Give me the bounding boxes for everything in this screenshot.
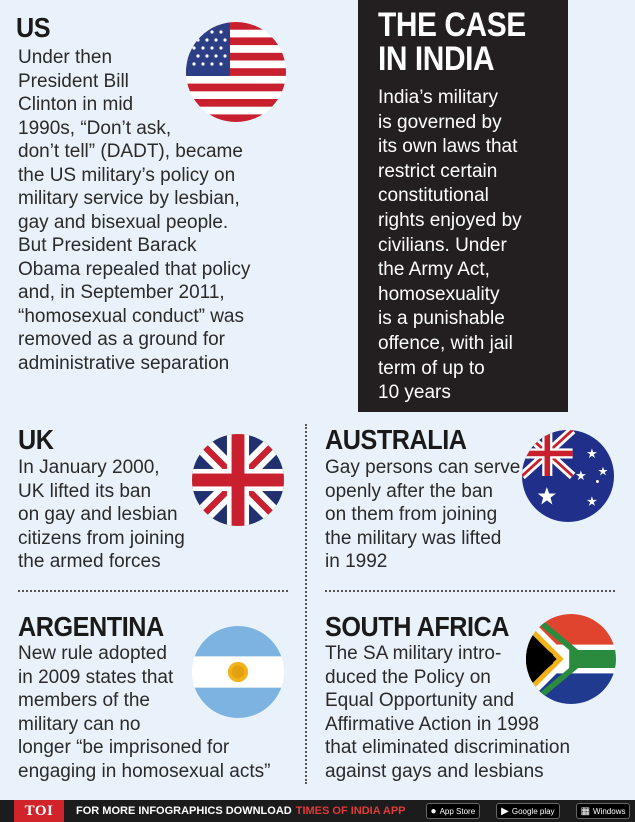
india-title-line: IN INDIA	[378, 40, 495, 78]
india-line: civilians. Under	[378, 234, 507, 256]
australia-line: in 1992	[325, 551, 388, 572]
us-line: President Bill	[18, 70, 129, 92]
argentina-line: military can no	[18, 713, 141, 735]
windows-phone-badge[interactable]: ▦ Windows	[575, 803, 631, 819]
google-play-label: Google play	[511, 806, 555, 816]
south-africa-flag-icon	[526, 614, 616, 704]
apple-icon: ●	[430, 805, 437, 817]
us-flag-icon	[186, 22, 286, 122]
argentina-line: in 2009 states that	[18, 666, 174, 688]
argentina-flag-icon	[192, 626, 284, 718]
india-line: is a punishable	[378, 308, 505, 330]
us-line: military service by lesbian,	[18, 188, 240, 209]
uk-flag-icon	[192, 434, 284, 526]
us-line: administrative separation	[18, 352, 230, 374]
india-title-line: THE CASE	[378, 6, 526, 44]
india-line: India’s military	[378, 87, 499, 108]
india-line: its own laws that	[378, 136, 518, 158]
argentina-text: New rule adopted in 2009 states that mem…	[18, 642, 298, 783]
argentina-line: engaging in homosexual acts”	[18, 760, 271, 782]
south-africa-line: duced the Policy on	[325, 666, 491, 688]
us-line: removed as a ground for	[18, 329, 226, 350]
argentina-line: New rule adopted	[18, 643, 167, 664]
australia-line: the military was lifted	[325, 527, 502, 549]
app-store-label: App Store	[439, 806, 476, 816]
argentina-heading: ARGENTINA	[18, 611, 164, 642]
india-line: homosexuality	[378, 283, 500, 305]
us-line: Under then	[18, 47, 113, 68]
india-title: THE CASE IN INDIA	[378, 8, 572, 76]
india-line: restrict certain	[378, 160, 498, 182]
india-line: the Army Act,	[378, 259, 490, 281]
australia-text: Gay persons can serve openly after the b…	[325, 456, 525, 574]
uk-line: on gay and lesbian	[18, 504, 178, 525]
india-line: term of up to	[378, 357, 485, 379]
google-play-badge[interactable]: ▶ Google play	[496, 803, 560, 819]
footer-text: FOR MORE INFOGRAPHICS DOWNLOAD	[76, 805, 292, 817]
south-africa-heading: SOUTH AFRICA	[325, 611, 510, 642]
south-africa-line: that eliminated discrimination	[325, 737, 571, 758]
windows-icon: ▦	[580, 805, 591, 817]
south-africa-line: Equal Opportunity and	[325, 690, 515, 711]
vertical-divider	[305, 424, 307, 784]
south-africa-line: The SA military intro-	[325, 643, 502, 664]
australia-line: Gay persons can serve	[325, 457, 521, 478]
us-line: don’t tell” (DADT), became	[18, 141, 243, 162]
footer-app-name[interactable]: TIMES OF INDIA APP	[295, 805, 406, 817]
us-line: Clinton in mid	[18, 94, 134, 115]
us-line: 1990s, “Don’t ask,	[18, 117, 172, 139]
us-line: gay and bisexual people.	[18, 211, 229, 233]
us-line: the US military’s policy on	[18, 164, 236, 186]
us-text: Under then President Bill Clinton in mid…	[18, 46, 288, 375]
horizontal-divider-left	[18, 590, 288, 592]
play-icon: ▶	[501, 805, 509, 817]
australia-line: on them from joining	[325, 504, 498, 525]
app-store-badge[interactable]: ● App Store	[425, 803, 481, 819]
argentina-line: longer “be imprisoned for	[18, 737, 230, 758]
india-text: India’s military is governed by its own …	[378, 86, 568, 406]
uk-heading: UK	[18, 424, 54, 455]
us-line: “homosexual conduct” was	[18, 305, 244, 327]
uk-line: In January 2000,	[18, 457, 160, 478]
south-africa-text: The SA military intro- duced the Policy …	[325, 642, 625, 783]
south-africa-line: Affirmative Action in 1998	[325, 713, 540, 735]
australia-flag-icon	[522, 430, 614, 522]
argentina-line: members of the	[18, 690, 150, 711]
south-africa-line: against gays and lesbians	[325, 760, 544, 782]
india-panel: THE CASE IN INDIA India’s military is go…	[358, 0, 568, 412]
footer-bar: TOI FOR MORE INFOGRAPHICS DOWNLOAD TIMES…	[0, 800, 635, 822]
uk-line: citizens from joining	[18, 527, 185, 549]
us-heading: US	[16, 12, 51, 43]
india-line: is governed by	[378, 111, 502, 133]
india-line: rights enjoyed by	[378, 209, 522, 231]
india-line: offence, with jail	[378, 332, 513, 354]
us-line: and, in September 2011,	[18, 282, 225, 303]
uk-text: In January 2000, UK lifted its ban on ga…	[18, 456, 208, 574]
us-line: Obama repealed that policy	[18, 258, 251, 280]
us-line: But President Barack	[18, 235, 197, 256]
windows-phone-label: Windows	[593, 806, 626, 816]
uk-line: the armed forces	[18, 551, 161, 572]
australia-line: openly after the ban	[325, 480, 493, 502]
toi-logo[interactable]: TOI	[14, 800, 64, 822]
india-line: constitutional	[378, 185, 489, 207]
australia-heading: AUSTRALIA	[325, 424, 467, 455]
horizontal-divider-right	[325, 590, 615, 592]
uk-line: UK lifted its ban	[18, 480, 152, 502]
india-line: 10 years	[378, 382, 451, 404]
